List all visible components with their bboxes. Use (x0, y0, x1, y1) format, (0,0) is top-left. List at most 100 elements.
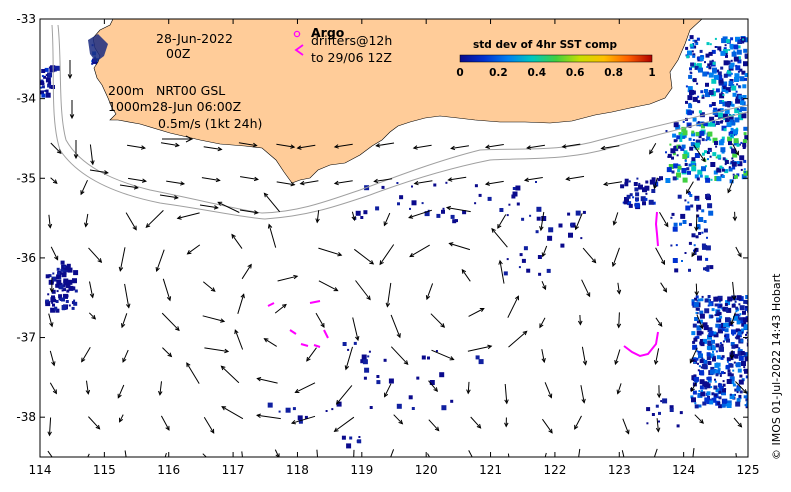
sst-pixel (48, 66, 51, 69)
sst-pixel (707, 295, 711, 298)
sst-pixel (681, 144, 686, 149)
sst-pixel (725, 90, 729, 94)
current-arrow (445, 205, 471, 213)
sst-pixel (52, 68, 56, 72)
current-arrow (73, 140, 79, 160)
sst-pixel (714, 370, 718, 374)
sst-pixel (709, 63, 712, 66)
sst-pixel (61, 297, 65, 302)
sst-pixel (738, 85, 741, 88)
sst-pixel (336, 401, 342, 407)
sst-pixel (725, 101, 731, 107)
sst-pixel (711, 102, 716, 106)
sst-pixel (697, 298, 701, 302)
sst-pixel (719, 49, 722, 52)
sst-pixel (697, 362, 699, 365)
current-arrow (145, 210, 164, 228)
sst-pixel (739, 335, 742, 338)
sst-pixel (743, 366, 746, 369)
sst-pixel (640, 196, 646, 202)
sst-pixel (715, 343, 720, 348)
sst-pixel (687, 170, 691, 175)
sst-pixel (278, 410, 281, 413)
sst-pixel (742, 84, 747, 89)
current-arrow (202, 281, 216, 292)
sst-pixel (711, 78, 717, 84)
sst-pixel (701, 231, 704, 234)
sst-pixel (704, 150, 707, 154)
sst-pixel (740, 351, 745, 355)
current-arrow (88, 312, 97, 320)
sst-pixel (722, 113, 728, 119)
current-arrow (69, 100, 75, 120)
sst-pixel (645, 192, 648, 195)
sst-pixel (740, 100, 744, 105)
sst-pixel (692, 390, 697, 395)
sst-pixel (688, 74, 693, 79)
sst-pixel (737, 331, 742, 336)
sst-pixel (54, 306, 58, 310)
sst-pixel (698, 404, 702, 408)
sst-pixel (673, 163, 679, 169)
sst-pixel (735, 401, 741, 407)
sst-pixel (702, 322, 708, 328)
sst-pixel (441, 405, 447, 411)
current-arrow (231, 233, 243, 249)
sst-pixel (729, 393, 732, 396)
sst-pixel (738, 109, 742, 112)
sst-pixel (658, 411, 661, 415)
sst-pixel (715, 373, 719, 377)
sst-pixel (739, 313, 742, 316)
sst-pixel (642, 187, 647, 193)
sst-pixel (720, 138, 725, 143)
sst-pixel (736, 161, 740, 164)
lat-tick-label: -35 (16, 171, 36, 185)
sst-pixel (712, 355, 716, 359)
sst-pixel (709, 138, 712, 141)
sst-pixel (421, 355, 426, 360)
sst-pixel (499, 208, 504, 212)
sst-pixel (721, 328, 725, 332)
sst-pixel (580, 237, 583, 240)
sst-pixel (723, 128, 727, 132)
sst-pixel (304, 415, 308, 419)
sst-pixel (719, 342, 722, 345)
sst-pixel (638, 182, 641, 185)
sst-pixel (441, 209, 445, 214)
sst-pixel (677, 169, 681, 173)
drifters-line1: drifters@12h (311, 33, 392, 48)
sst-pixel (547, 235, 553, 241)
current-arrow (333, 416, 355, 433)
sst-pixel (646, 422, 649, 425)
sst-pixel (672, 176, 677, 181)
sst-pixel (694, 65, 699, 70)
sst-pixel (685, 46, 689, 50)
sst-pixel (689, 194, 693, 197)
sst-pixel (722, 340, 725, 343)
current-arrow (89, 169, 109, 175)
colorbar-tick-label: 0 (456, 67, 463, 79)
sst-pixel (416, 376, 420, 380)
lon-tick-label: 117 (222, 463, 245, 477)
sst-pixel (721, 136, 725, 140)
sst-pixel (50, 307, 56, 313)
sst-pixel (705, 53, 710, 58)
sst-pixel (734, 298, 737, 301)
sst-pixel (536, 206, 542, 212)
current-arrow (333, 180, 353, 186)
current-arrow (166, 180, 186, 186)
sst-pixel (716, 312, 721, 317)
sst-pixel (721, 307, 724, 310)
sst-pixel (521, 258, 526, 263)
sst-pixel (45, 89, 49, 93)
sst-pixel (698, 217, 704, 222)
sst-pixel (40, 90, 44, 95)
sst-pixel (702, 71, 708, 77)
sst-pixel (720, 91, 723, 94)
current-arrow (155, 249, 165, 273)
sst-pixel (515, 185, 521, 191)
sst-pixel (512, 191, 518, 197)
sst-pixel (713, 332, 719, 338)
sst-pixel (733, 138, 739, 144)
current-arrow (203, 146, 223, 152)
